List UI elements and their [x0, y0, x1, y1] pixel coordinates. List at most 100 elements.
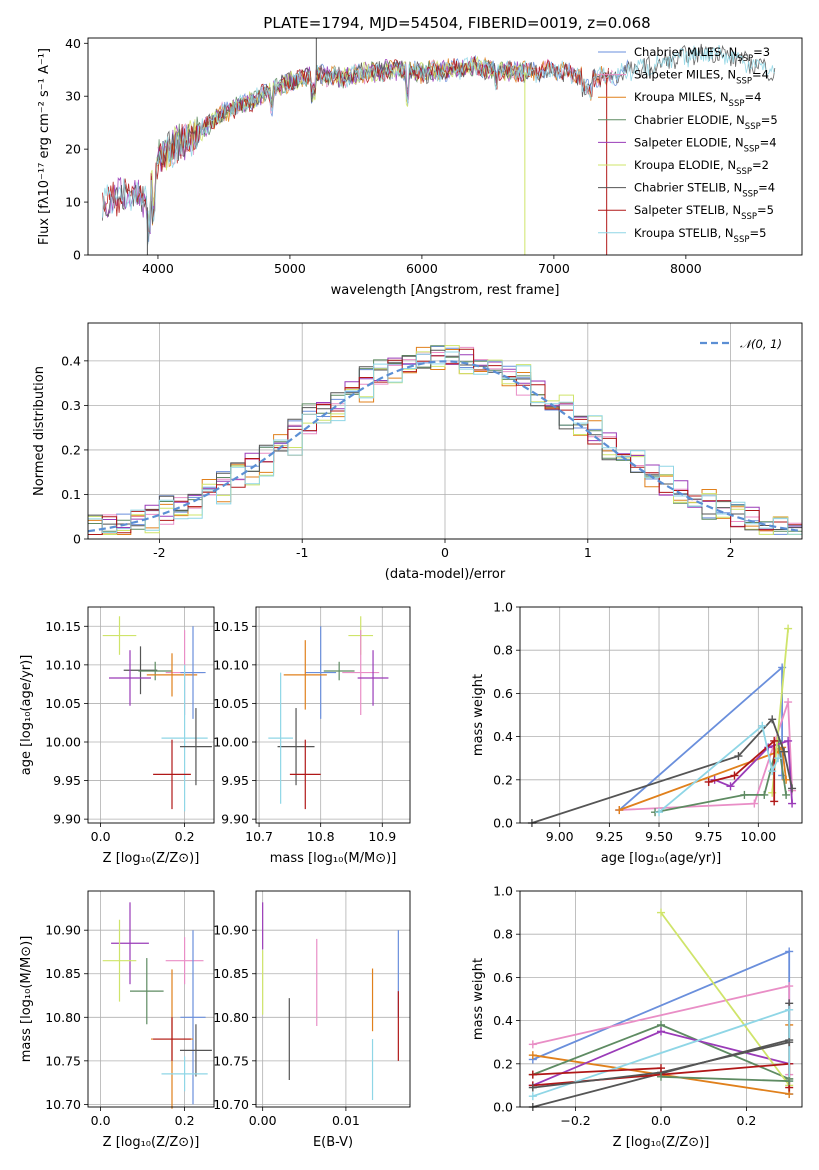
x-tick-label: 10.7 [245, 829, 273, 844]
x-tick-label: 9.25 [595, 829, 623, 844]
weight-line [618, 745, 787, 811]
legend-entry: Chabrier MILES, NSSP=3 [634, 45, 770, 64]
legend-count: =5 [761, 113, 778, 127]
errorbar-points [102, 902, 212, 1109]
y-tick-label: 10 [65, 195, 81, 210]
y-tick-label: 0.2 [493, 1056, 513, 1071]
y-tick-label: 10.75 [213, 1053, 249, 1068]
y-tick-label: 1.0 [493, 600, 513, 615]
legend-count: =3 [753, 45, 770, 59]
axes-mass-vs-Z: 0.0 0.2 10.70 10.75 10.80 10.85 10.90 Z [log₁₀(… [19, 891, 214, 1150]
legend-entry: Salpeter STELIB, NSSP=5 [634, 203, 774, 222]
x-tick-label: 9.50 [645, 829, 673, 844]
legend-count: =2 [752, 158, 769, 172]
spectrum-series [102, 38, 776, 255]
histogram-step [88, 351, 802, 535]
legend-entry: Chabrier ELODIE, NSSP=5 [634, 113, 778, 132]
errorbar-points [268, 616, 389, 810]
y-tick-label: 10.80 [45, 1010, 81, 1025]
axes-mass-vs-EBV: 0.00 0.01 10.70 10.75 10.80 10.85 10.90 E(B-V) [213, 891, 410, 1150]
mass-vs-EBV-frame [255, 890, 411, 1108]
spectrum-line [147, 55, 528, 235]
weight-line [618, 665, 783, 811]
spectrum-frame [87, 37, 803, 256]
x-axis-label: mass [log₁₀(M/M⊙)] [270, 851, 397, 866]
histogram-series [88, 345, 802, 535]
y-tick-label: 10.85 [213, 966, 249, 981]
y-tick-label: 10.00 [213, 735, 249, 750]
x-tick-label: 10.00 [740, 829, 776, 844]
legend-entry: Kroupa STELIB, NSSP=5 [634, 226, 766, 245]
x-tick-label: 0.2 [175, 1113, 195, 1128]
x-axis-label: Z [log₁₀(Z/Z⊙)] [103, 1135, 200, 1150]
y-tick-label: 0.1 [61, 487, 81, 502]
spectrum-line [102, 45, 776, 246]
y-tick-label: 0 [73, 532, 81, 547]
x-tick-label: 10.8 [307, 829, 335, 844]
y-tick-label: 0.2 [61, 442, 81, 457]
x-tick-label: -2 [153, 545, 165, 560]
x-tick-label: 5000 [274, 261, 306, 276]
spectrum-line [148, 54, 629, 242]
legend-count: =4 [760, 135, 777, 149]
x-tick-label: 4000 [142, 261, 174, 276]
spectrum-line [150, 56, 610, 226]
y-tick-label: 10.15 [45, 619, 81, 634]
y-axis-label: mass weight [471, 674, 486, 756]
axes-age-vs-Z: 0.0 0.2 9.90 9.95 10.00 10.05 10.10 10.15 Z [log… [19, 607, 214, 866]
y-tick-label: 40 [65, 36, 81, 51]
y-tick-label: 0.6 [493, 686, 513, 701]
y-tick-label: 0.8 [493, 643, 513, 658]
legend-subscript: SSP [745, 122, 761, 132]
weight-line [658, 724, 780, 813]
y-axis-label: mass weight [471, 958, 486, 1040]
x-axis-label: age [log₁₀(age/yr)] [601, 851, 722, 866]
legend-count: =4 [752, 68, 769, 82]
y-tick-label: 10.05 [45, 696, 81, 711]
x-axis-label: Z [log₁₀(Z/Z⊙)] [613, 1135, 710, 1150]
y-tick-label: 9.90 [53, 812, 81, 827]
x-tick-label: 2 [727, 545, 735, 560]
weight-line [660, 1075, 790, 1082]
x-tick-label: 0.0 [91, 1113, 111, 1128]
legend-entry: Salpeter MILES, NSSP=4 [634, 68, 769, 87]
legend-subscript: SSP [736, 77, 752, 87]
x-tick-label: 1 [584, 545, 592, 560]
y-tick-label: 9.90 [221, 812, 249, 827]
legend-subscript: SSP [744, 144, 760, 154]
legend-entry: Kroupa MILES, NSSP=4 [634, 90, 761, 109]
legend-subscript: SSP [742, 190, 758, 200]
axes-weight-vs-Z: −0.2 0.0 0.2 0.0 0.2 0.4 0.6 0.8 1.0 Z [log₁₀(Z/Z… [471, 884, 802, 1150]
y-tick-label: 10.75 [45, 1053, 81, 1068]
weight-line [660, 912, 790, 1086]
y-tick-label: 0.4 [493, 729, 513, 744]
residuals-legend: 𝒩(0, 1) [700, 337, 782, 351]
errorbar-points [262, 902, 399, 1101]
axes-age-vs-mass: 10.7 10.8 10.9 9.90 9.95 10.00 10.05 10.10 10.15… [213, 607, 410, 866]
x-tick-label: 0.2 [175, 829, 195, 844]
age-vs-Z-frame [87, 606, 215, 824]
y-tick-label: 10.80 [213, 1010, 249, 1025]
y-tick-label: 10.05 [213, 696, 249, 711]
x-axis-label: (data-model)/error [385, 567, 506, 582]
x-tick-label: -1 [296, 545, 308, 560]
x-tick-label: −0.2 [560, 1113, 590, 1128]
y-tick-label: 1.0 [493, 884, 513, 899]
y-tick-label: 0 [73, 248, 81, 263]
x-tick-label: 0 [441, 545, 449, 560]
weight-vs-Z-frame [519, 890, 803, 1108]
y-tick-label: 10.70 [213, 1097, 249, 1112]
normal-curve [88, 360, 802, 533]
x-tick-label: 0.0 [91, 829, 111, 844]
y-tick-label: 0.2 [493, 772, 513, 787]
chart-title: PLATE=1794, MJD=54504, FIBERID=0019, z=0… [263, 14, 650, 32]
legend-subscript: SSP [729, 99, 745, 109]
weight-line [532, 1067, 662, 1076]
legend-subscript: SSP [741, 212, 757, 222]
x-tick-label: 9.00 [546, 829, 574, 844]
x-tick-label: 0.00 [249, 1113, 277, 1128]
weight-series [528, 908, 794, 1111]
spectrum-legend: Chabrier MILES, NSSP=3 Salpeter MILES, NS… [598, 45, 778, 245]
legend-count: =4 [758, 181, 775, 195]
